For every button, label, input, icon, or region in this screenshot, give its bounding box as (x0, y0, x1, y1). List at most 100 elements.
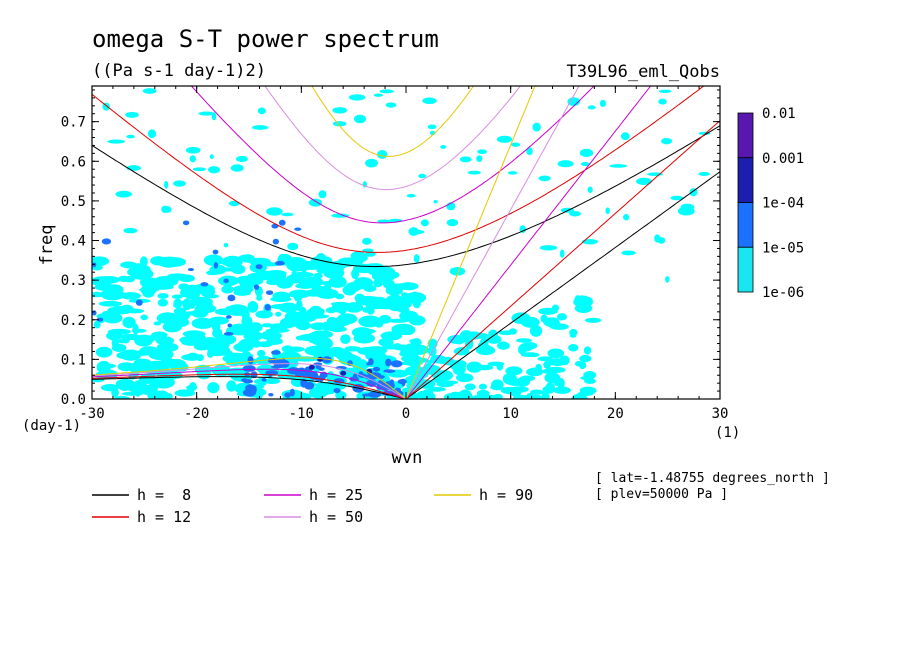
contour-1e-06 (427, 124, 437, 130)
chart-title: omega S-T power spectrum (92, 25, 439, 53)
rossby-curve (92, 357, 407, 399)
x-tick-label: 20 (607, 406, 624, 422)
contour-1e-06 (194, 308, 215, 313)
contour-1e-06 (138, 287, 160, 292)
contour-1e-06 (321, 281, 335, 286)
contour-1e-06 (665, 276, 670, 283)
contour-1e-06 (373, 93, 383, 97)
contour-1e-05 (318, 367, 325, 371)
contour-1e-06 (270, 323, 279, 333)
contour-1e-06 (459, 156, 472, 163)
contour-1e-06 (510, 142, 521, 147)
contour-1e-06 (221, 285, 234, 294)
contour-1e-06 (350, 251, 366, 260)
contour-1e-06 (157, 256, 180, 268)
contour-1e-05 (255, 264, 263, 270)
contour-1e-06 (406, 193, 416, 198)
y-tick-label: 0.6 (61, 154, 86, 170)
contour-1e-06 (115, 190, 133, 198)
contour-1e-06 (279, 302, 299, 313)
contour-1e-06 (433, 200, 438, 204)
contour-1e-06 (392, 343, 403, 351)
contour-1e-06 (173, 180, 186, 187)
contour-1e-06 (336, 313, 358, 325)
contour-1e-05 (187, 267, 194, 272)
contour-1e-06 (526, 147, 533, 156)
contour-1e-06 (587, 105, 596, 110)
contour-1e-05 (401, 378, 406, 387)
contour-1e-06 (420, 219, 429, 227)
contour-1e-06 (287, 242, 299, 251)
contour-1e-05 (271, 350, 281, 355)
contour-1e-06 (446, 219, 459, 227)
contour-1e-05 (92, 310, 97, 316)
contour-1e-05 (383, 369, 396, 373)
contour-1e-06 (142, 88, 157, 94)
contour-1e-06 (404, 366, 418, 376)
contour-1e-06 (327, 346, 346, 357)
contour-1e-06 (542, 385, 554, 393)
contour-1e-06 (398, 282, 419, 291)
contour-1e-06 (96, 360, 111, 373)
contour-1e-06 (181, 353, 203, 361)
contour-1e-06 (400, 355, 413, 362)
contour-1e-06 (519, 375, 536, 382)
contour-1e-06 (191, 317, 215, 329)
y-tick-label: 0.7 (61, 115, 86, 131)
contour-1e-06 (131, 328, 147, 333)
contour-1e-05 (212, 249, 219, 255)
contour-1e-05 (390, 360, 403, 368)
contour-1e-06 (243, 330, 264, 341)
contour-1e-06 (583, 371, 597, 380)
x-unit-label: (1) (715, 425, 740, 441)
colorbar-level-label: 0.01 (762, 106, 796, 122)
contour-1e-06 (173, 298, 183, 309)
contour-1e-06 (309, 322, 328, 331)
contour-1e-05 (261, 377, 267, 382)
contour-1e-05 (287, 367, 301, 375)
contour-1e-06 (466, 361, 483, 373)
contour-1e-06 (257, 107, 266, 115)
contour-1e-06 (362, 237, 372, 245)
contour-1e-06 (142, 277, 160, 287)
contour-1e-05 (135, 299, 143, 306)
contour-1e-06 (287, 346, 305, 352)
colorbar-swatch (737, 157, 754, 203)
contour-1e-05 (289, 388, 295, 397)
contour-1e-06 (121, 391, 144, 396)
contour-1e-06 (98, 300, 123, 307)
contour-1e-06 (526, 392, 534, 399)
contour-1e-06 (155, 336, 175, 345)
contour-1e-06 (293, 290, 303, 302)
contour-1e-06 (140, 314, 148, 321)
contour-1e-06 (391, 323, 415, 335)
contour-1e-06 (464, 383, 476, 391)
contour-1e-06 (231, 264, 246, 275)
contour-1e-06 (574, 360, 583, 367)
colorbar: 0.01 0.001 1e-04 1e-05 1e-06 (737, 106, 804, 301)
contour-1e-06 (440, 145, 447, 149)
contour-1e-06 (587, 186, 593, 194)
contour-1e-06 (92, 256, 110, 267)
contour-1e-06 (148, 348, 163, 360)
x-tick-label: -10 (289, 406, 314, 422)
contour-1e-06 (409, 338, 420, 344)
contour-1e-06 (352, 286, 360, 292)
contour-1e-06 (156, 312, 179, 324)
contour-1e-06 (609, 164, 628, 168)
contour-1e-06 (574, 295, 591, 305)
contour-1e-06 (491, 379, 504, 391)
contour-1e-06 (211, 348, 233, 356)
contour-1e-06 (335, 293, 345, 300)
contour-1e-06 (569, 333, 577, 338)
contour-1e-06 (261, 323, 273, 328)
contour-1e-06 (454, 336, 465, 345)
contour-1e-06 (228, 200, 240, 207)
contour-1e-06 (449, 266, 466, 276)
contour-1e-05 (372, 366, 381, 372)
contour-1e-06 (248, 322, 263, 333)
contour-1e-06 (153, 284, 174, 290)
contour-1e-05 (366, 362, 371, 366)
contour-1e-06 (116, 309, 128, 314)
rossby-curve (92, 363, 407, 399)
